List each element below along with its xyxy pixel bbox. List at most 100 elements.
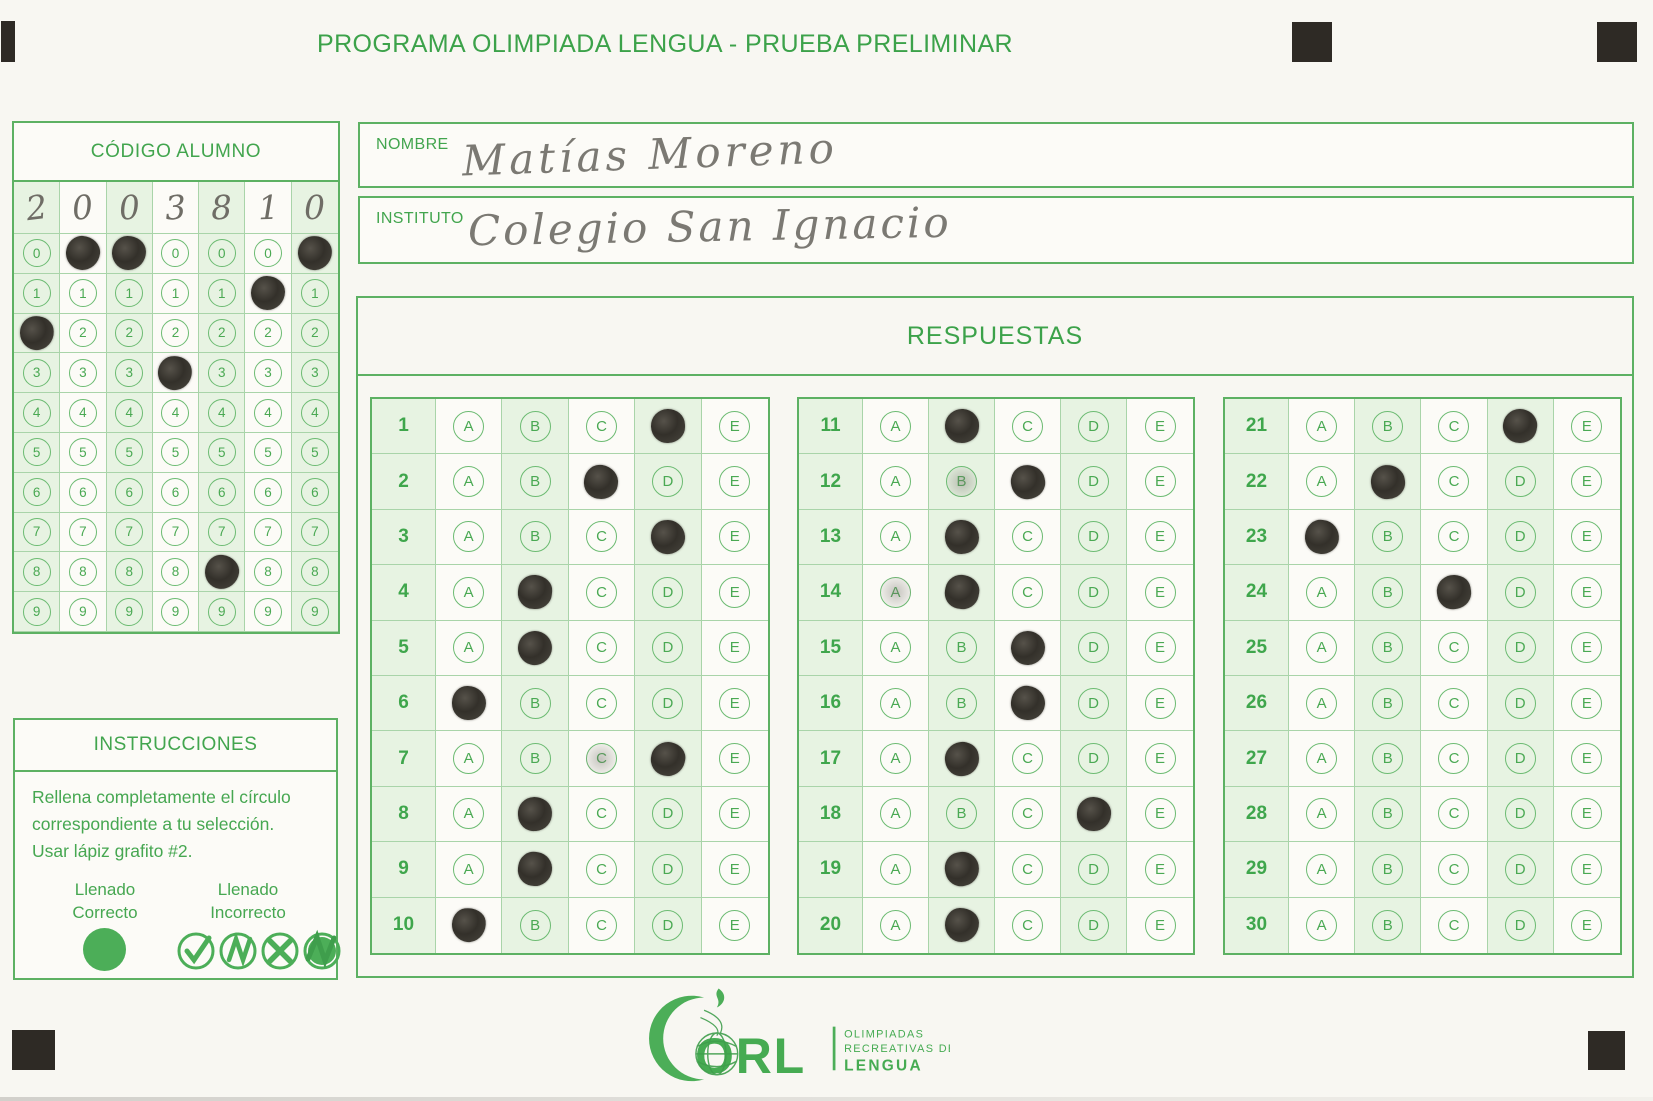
answer-bubble-q10-B[interactable]: B [519,909,551,941]
codigo-bubble-col3-digit9[interactable]: 9 [115,597,144,626]
answer-bubble-q5-E[interactable]: E [719,632,751,664]
answer-bubble-q27-A[interactable]: A [1306,743,1338,775]
answer-bubble-q14-E[interactable]: E [1144,576,1176,608]
answer-bubble-q10-C[interactable]: C [585,909,617,941]
answer-bubble-q18-E[interactable]: E [1144,798,1176,830]
answer-bubble-q27-B[interactable]: B [1372,743,1404,775]
answer-bubble-q23-E[interactable]: E [1571,521,1603,553]
codigo-bubble-col5-digit9[interactable]: 9 [207,597,236,626]
answer-bubble-q5-A[interactable]: A [453,632,485,664]
answer-bubble-q4-D[interactable]: D [652,576,684,608]
answer-bubble-q7-B[interactable]: B [519,743,551,775]
answer-bubble-q1-C[interactable]: C [585,410,617,442]
answer-bubble-q17-A[interactable]: A [880,743,911,775]
answer-bubble-q13-D[interactable]: D [1078,521,1109,553]
answer-bubble-q9-A[interactable]: A [453,853,485,885]
answer-bubble-q25-C[interactable]: C [1438,632,1470,664]
answer-bubble-q12-D[interactable]: D [1078,466,1109,498]
answer-bubble-q22-D[interactable]: D [1504,466,1536,498]
codigo-bubble-col1-digit4[interactable]: 4 [22,398,51,427]
codigo-bubble-col3-digit7[interactable]: 7 [115,517,144,546]
answer-bubble-q11-C[interactable]: C [1012,410,1043,442]
answer-bubble-q21-C[interactable]: C [1438,410,1470,442]
answer-bubble-q18-C[interactable]: C [1012,798,1043,830]
answer-bubble-q24-A[interactable]: A [1306,576,1338,608]
answer-bubble-q21-A[interactable]: A [1306,410,1338,442]
codigo-bubble-col1-digit0[interactable]: 0 [22,239,51,268]
codigo-bubble-col3-digit2[interactable]: 2 [115,318,144,347]
answer-bubble-q5-D[interactable]: D [652,632,684,664]
answer-bubble-q19-A[interactable]: A [880,853,911,885]
codigo-bubble-col2-digit1[interactable]: 1 [68,279,97,308]
answer-bubble-q10-D[interactable]: D [652,909,684,941]
codigo-bubble-col2-digit9[interactable]: 9 [68,597,97,626]
answer-bubble-q2-D[interactable]: D [652,466,684,498]
answer-bubble-q8-D[interactable]: D [652,798,684,830]
answer-bubble-q8-E[interactable]: E [719,798,751,830]
answer-bubble-q27-D[interactable]: D [1504,743,1536,775]
codigo-bubble-col7-digit3[interactable]: 3 [300,358,329,387]
codigo-bubble-col5-digit1[interactable]: 1 [207,279,236,308]
codigo-written-cell[interactable]: 1 [245,182,292,234]
answer-bubble-q16-A[interactable]: A [880,687,911,719]
answer-bubble-q2-E[interactable]: E [719,466,751,498]
answer-bubble-q4-C[interactable]: C [585,576,617,608]
answer-bubble-q29-D[interactable]: D [1504,853,1536,885]
answer-bubble-q25-D[interactable]: D [1504,632,1536,664]
answer-bubble-q7-A[interactable]: A [453,743,485,775]
codigo-bubble-col6-digit5[interactable]: 5 [254,438,283,467]
answer-bubble-q14-D[interactable]: D [1078,576,1109,608]
codigo-bubble-col3-digit5[interactable]: 5 [115,438,144,467]
answer-bubble-q28-B[interactable]: B [1372,798,1404,830]
answer-bubble-q11-D[interactable]: D [1078,410,1109,442]
codigo-bubble-col1-digit7[interactable]: 7 [22,517,51,546]
answer-bubble-q30-B[interactable]: B [1372,909,1404,941]
codigo-written-cell[interactable]: 0 [106,182,153,234]
answer-bubble-q5-C[interactable]: C [585,632,617,664]
answer-bubble-q17-E[interactable]: E [1144,743,1176,775]
answer-bubble-q19-D[interactable]: D [1078,853,1109,885]
answer-bubble-q8-C[interactable]: C [585,798,617,830]
answer-bubble-q26-D[interactable]: D [1504,687,1536,719]
answer-bubble-q25-A[interactable]: A [1306,632,1338,664]
answer-bubble-q3-E[interactable]: E [719,521,751,553]
codigo-bubble-col2-digit3[interactable]: 3 [68,358,97,387]
codigo-bubble-col5-digit2[interactable]: 2 [207,318,236,347]
codigo-bubble-col7-digit2[interactable]: 2 [300,318,329,347]
answer-bubble-q4-A[interactable]: A [453,576,485,608]
answer-bubble-q12-B[interactable]: B [946,466,977,498]
answer-bubble-q20-A[interactable]: A [880,909,911,941]
answer-bubble-q28-D[interactable]: D [1504,798,1536,830]
answer-bubble-q29-A[interactable]: A [1306,853,1338,885]
answer-bubble-q13-E[interactable]: E [1144,521,1176,553]
answer-bubble-q9-E[interactable]: E [719,853,751,885]
answer-bubble-q2-A[interactable]: A [453,466,485,498]
answer-bubble-q6-D[interactable]: D [652,687,684,719]
codigo-bubble-col4-digit7[interactable]: 7 [161,517,190,546]
answer-bubble-q12-E[interactable]: E [1144,466,1176,498]
answer-bubble-q19-C[interactable]: C [1012,853,1043,885]
codigo-bubble-col7-digit5[interactable]: 5 [300,438,329,467]
answer-bubble-q16-E[interactable]: E [1144,687,1176,719]
answer-bubble-q27-E[interactable]: E [1571,743,1603,775]
codigo-bubble-col5-digit0[interactable]: 0 [207,239,236,268]
answer-bubble-q4-E[interactable]: E [719,576,751,608]
answer-bubble-q17-C[interactable]: C [1012,743,1043,775]
answer-bubble-q30-E[interactable]: E [1571,909,1603,941]
codigo-bubble-col4-digit6[interactable]: 6 [161,478,190,507]
answer-bubble-q12-A[interactable]: A [880,466,911,498]
answer-bubble-q29-E[interactable]: E [1571,853,1603,885]
answer-bubble-q15-E[interactable]: E [1144,632,1176,664]
answer-bubble-q15-A[interactable]: A [880,632,911,664]
answer-bubble-q26-E[interactable]: E [1571,687,1603,719]
answer-bubble-q22-E[interactable]: E [1571,466,1603,498]
answer-bubble-q6-B[interactable]: B [519,687,551,719]
codigo-bubble-col1-digit5[interactable]: 5 [22,438,51,467]
answer-bubble-q18-B[interactable]: B [946,798,977,830]
answer-bubble-q13-C[interactable]: C [1012,521,1043,553]
codigo-bubble-col7-digit8[interactable]: 8 [300,557,329,586]
codigo-written-cell[interactable]: 2 [14,182,61,234]
answer-bubble-q24-E[interactable]: E [1571,576,1603,608]
answer-bubble-q9-C[interactable]: C [585,853,617,885]
answer-bubble-q7-E[interactable]: E [719,743,751,775]
